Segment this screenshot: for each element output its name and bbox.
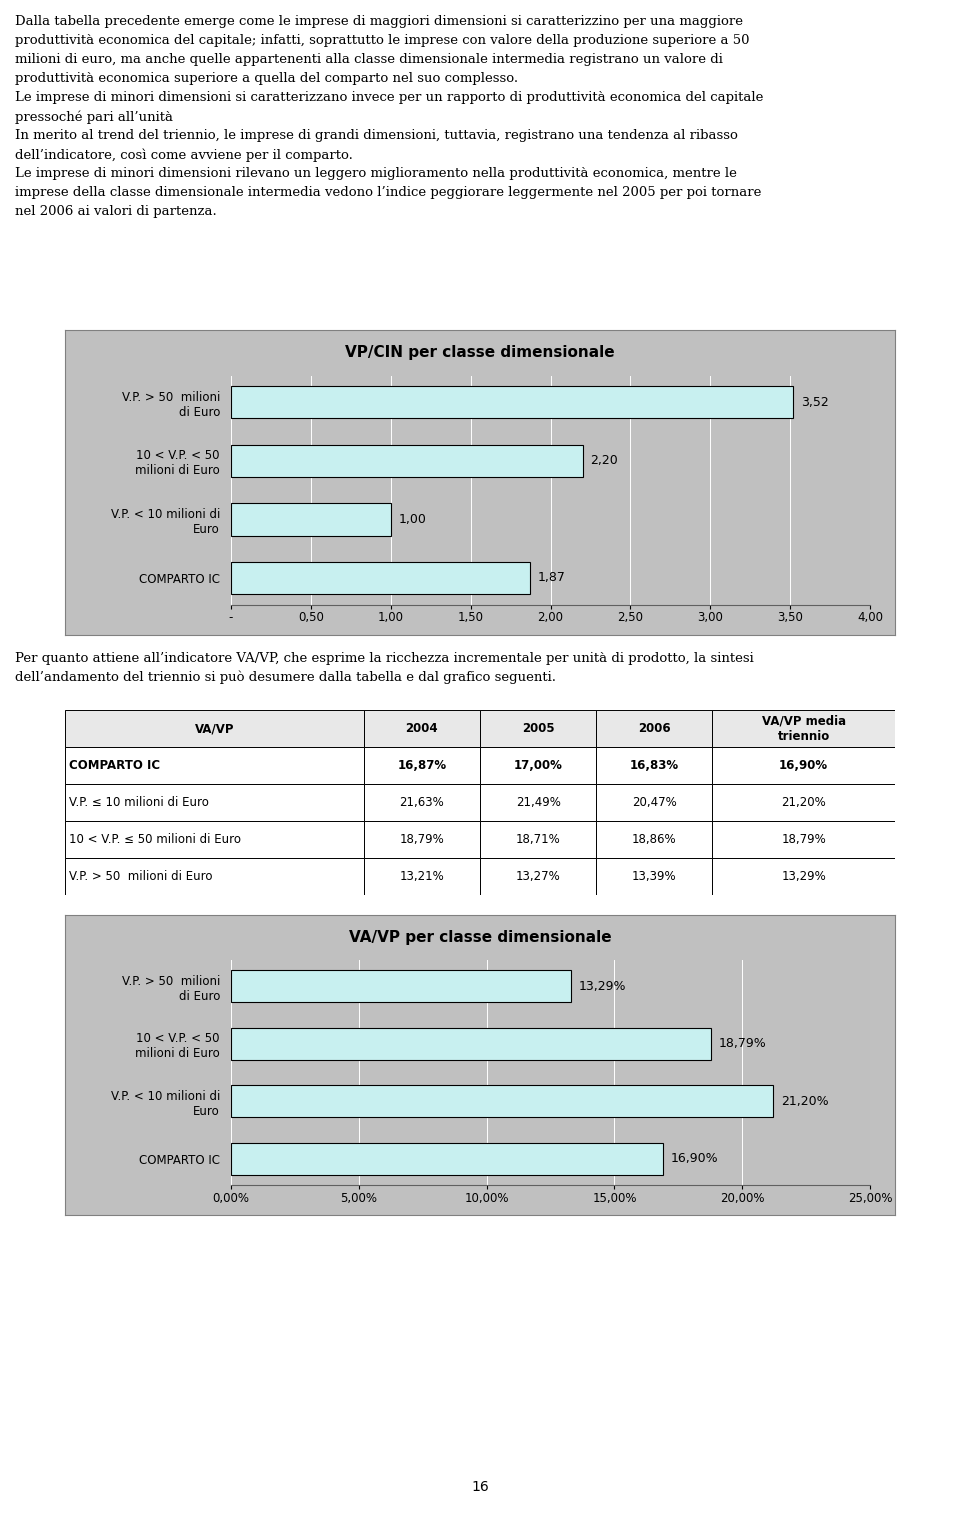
Bar: [364, 821, 480, 858]
Text: V.P. ≤ 10 milioni di Euro: V.P. ≤ 10 milioni di Euro: [69, 795, 209, 809]
Text: 3,52: 3,52: [802, 395, 829, 409]
Text: VA/VP: VA/VP: [195, 722, 234, 735]
Text: produttività economica del capitale; infatti, soprattutto le imprese con valore : produttività economica del capitale; inf…: [15, 33, 750, 47]
Text: 21,20%: 21,20%: [780, 1095, 828, 1107]
Text: 18,79%: 18,79%: [781, 834, 826, 846]
Text: milioni di euro, ma anche quelle appartenenti alla classe dimensionale intermedi: milioni di euro, ma anche quelle apparte…: [15, 53, 723, 65]
Bar: [596, 821, 712, 858]
Text: 16: 16: [471, 1480, 489, 1494]
Bar: [480, 710, 596, 747]
Bar: [364, 710, 480, 747]
Text: imprese della classe dimensionale intermedia vedono l’indice peggiorare leggerme: imprese della classe dimensionale interm…: [15, 186, 761, 199]
Text: 1,87: 1,87: [538, 572, 565, 584]
Bar: [596, 858, 712, 894]
Text: 16,83%: 16,83%: [630, 759, 679, 773]
Text: 13,27%: 13,27%: [516, 870, 561, 884]
Bar: [231, 444, 583, 478]
Text: Dalla tabella precedente emerge come le imprese di maggiori dimensioni si caratt: Dalla tabella precedente emerge come le …: [15, 15, 743, 27]
Text: 2006: 2006: [638, 722, 671, 735]
Text: 21,49%: 21,49%: [516, 795, 561, 809]
Bar: [596, 747, 712, 783]
Bar: [231, 970, 571, 1002]
Text: dell’indicatore, così come avviene per il comparto.: dell’indicatore, così come avviene per i…: [15, 148, 353, 161]
Text: 21,20%: 21,20%: [781, 795, 826, 809]
Bar: [231, 561, 530, 595]
Text: Per quanto attiene all’indicatore VA/VP, che esprime la ricchezza incrementale p: Per quanto attiene all’indicatore VA/VP,…: [15, 653, 754, 665]
Text: 18,79%: 18,79%: [719, 1037, 767, 1049]
Text: 16,90%: 16,90%: [780, 759, 828, 773]
Text: 18,71%: 18,71%: [516, 834, 561, 846]
Bar: [712, 783, 895, 821]
Text: 1,00: 1,00: [398, 513, 426, 526]
Bar: [712, 858, 895, 894]
Bar: [712, 747, 895, 783]
Text: VP/CIN per classe dimensionale: VP/CIN per classe dimensionale: [346, 345, 614, 360]
Text: Le imprese di minori dimensioni rilevano un leggero miglioramento nella produtti: Le imprese di minori dimensioni rilevano…: [15, 167, 737, 179]
Text: 16,90%: 16,90%: [671, 1153, 718, 1165]
Bar: [596, 783, 712, 821]
Text: VA/VP per classe dimensionale: VA/VP per classe dimensionale: [348, 929, 612, 945]
Text: 18,86%: 18,86%: [632, 834, 677, 846]
Bar: [65, 747, 364, 783]
Text: Le imprese di minori dimensioni si caratterizzano invece per un rapporto di prod: Le imprese di minori dimensioni si carat…: [15, 91, 763, 103]
Text: produttività economica superiore a quella del comparto nel suo complesso.: produttività economica superiore a quell…: [15, 71, 518, 85]
Text: 21,63%: 21,63%: [399, 795, 444, 809]
Text: 16,87%: 16,87%: [397, 759, 446, 773]
Bar: [231, 1086, 773, 1116]
Text: nel 2006 ai valori di partenza.: nel 2006 ai valori di partenza.: [15, 205, 217, 218]
Bar: [480, 821, 596, 858]
Bar: [231, 1144, 663, 1174]
Bar: [231, 1028, 711, 1060]
Bar: [231, 386, 793, 418]
Bar: [65, 858, 364, 894]
Text: 13,29%: 13,29%: [781, 870, 826, 884]
Text: COMPARTO IC: COMPARTO IC: [69, 759, 160, 773]
Text: 2005: 2005: [522, 722, 555, 735]
Bar: [712, 710, 895, 747]
Text: In merito al trend del triennio, le imprese di grandi dimensioni, tuttavia, regi: In merito al trend del triennio, le impr…: [15, 129, 738, 141]
Bar: [65, 783, 364, 821]
Text: VA/VP media
triennio: VA/VP media triennio: [761, 715, 846, 742]
Bar: [596, 710, 712, 747]
Bar: [65, 710, 364, 747]
Bar: [364, 858, 480, 894]
Text: 17,00%: 17,00%: [514, 759, 563, 773]
Text: 13,39%: 13,39%: [632, 870, 677, 884]
Bar: [480, 747, 596, 783]
Bar: [364, 783, 480, 821]
Text: 18,79%: 18,79%: [399, 834, 444, 846]
Text: 13,21%: 13,21%: [399, 870, 444, 884]
Bar: [480, 783, 596, 821]
Bar: [231, 503, 391, 535]
Bar: [480, 858, 596, 894]
Text: 2004: 2004: [405, 722, 438, 735]
Bar: [65, 821, 364, 858]
Text: 20,47%: 20,47%: [632, 795, 677, 809]
Bar: [364, 747, 480, 783]
Text: 2,20: 2,20: [590, 455, 618, 467]
Text: V.P. > 50  milioni di Euro: V.P. > 50 milioni di Euro: [69, 870, 212, 884]
Bar: [712, 821, 895, 858]
Text: dell’andamento del triennio si può desumere dalla tabella e dal grafico seguenti: dell’andamento del triennio si può desum…: [15, 671, 556, 684]
Text: pressoché pari all’unità: pressoché pari all’unità: [15, 110, 173, 123]
Text: 10 < V.P. ≤ 50 milioni di Euro: 10 < V.P. ≤ 50 milioni di Euro: [69, 834, 241, 846]
Text: 13,29%: 13,29%: [579, 980, 626, 993]
